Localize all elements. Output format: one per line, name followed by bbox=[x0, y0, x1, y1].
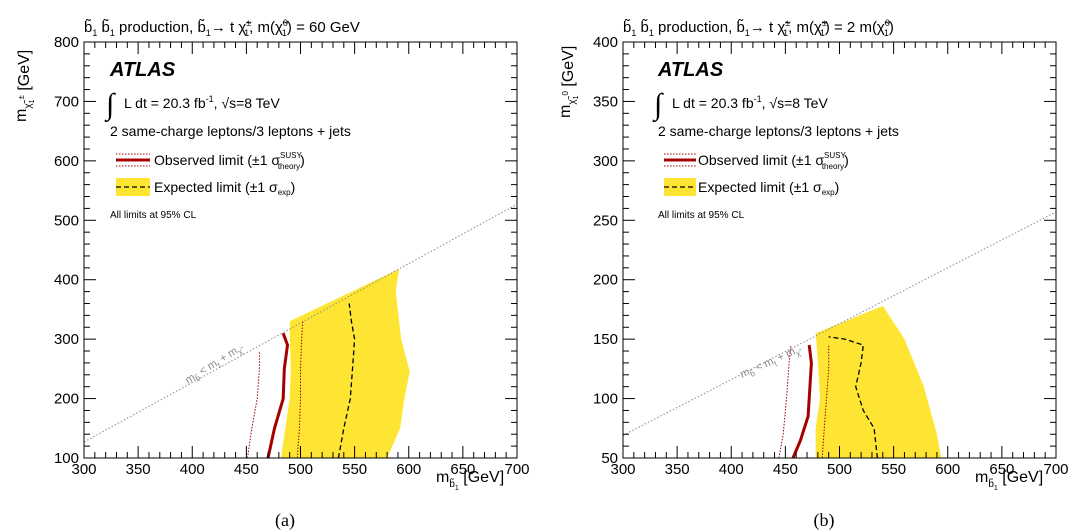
expected-band bbox=[815, 305, 942, 458]
panel-caption: (b) bbox=[814, 510, 835, 531]
x-tick-label: 550 bbox=[342, 461, 367, 478]
x-tick-label: 400 bbox=[180, 461, 205, 478]
legend-observed-label: Observed limit (±1 σSUSY theory) bbox=[154, 151, 305, 171]
y-tick-label: 400 bbox=[593, 34, 618, 51]
y-tick-label: 150 bbox=[593, 331, 618, 348]
observed-minus1sigma-line bbox=[247, 351, 260, 458]
chart-title: b̃1 b̃1 production, b̃1→ t χ̃± 1, m(χ̃± 1)… bbox=[623, 18, 894, 38]
y-tick-label: 100 bbox=[593, 391, 618, 408]
observed-plus1sigma-line bbox=[821, 345, 830, 458]
cl-note: All limits at 95% CL bbox=[658, 210, 745, 221]
expected-limit-line bbox=[828, 336, 879, 458]
experiment-label: ATLAS bbox=[657, 59, 724, 81]
selection-text: 2 same-charge leptons/3 leptons + jets bbox=[658, 123, 899, 139]
observed-minus1sigma-line bbox=[778, 345, 792, 458]
axis-ticks: 300 350 400 450 500 550 600 650 700 100 200 300 400 5… bbox=[54, 34, 530, 478]
legend-expected-label: Expected limit (±1 σexp) bbox=[154, 179, 295, 197]
y-tick-label: 700 bbox=[54, 93, 79, 110]
kinematic-limit-line bbox=[623, 211, 1056, 436]
x-tick-label: 450 bbox=[234, 461, 259, 478]
y-axis-label: mχ̃10 [GeV] bbox=[557, 46, 580, 118]
legend: Observed limit (±1 σSUSY theory) Expected… bbox=[116, 151, 305, 197]
y-tick-label: 300 bbox=[593, 153, 618, 170]
x-axis-label: mb̃1 [GeV] bbox=[975, 469, 1043, 492]
panel-caption: (a) bbox=[275, 510, 295, 531]
y-axis-label: mχ̃1± [GeV] bbox=[13, 50, 36, 122]
y-tick-label: 500 bbox=[54, 212, 79, 229]
x-tick-label: 600 bbox=[935, 461, 960, 478]
observed-plus1sigma-line bbox=[296, 321, 304, 458]
x-tick-label: 500 bbox=[288, 461, 313, 478]
x-tick-label: 350 bbox=[126, 461, 151, 478]
integral-sign: ∫ bbox=[652, 88, 664, 123]
x-tick-label: 450 bbox=[773, 461, 798, 478]
x-tick-label: 300 bbox=[71, 461, 96, 478]
y-tick-label: 50 bbox=[601, 450, 618, 467]
experiment-label: ATLAS bbox=[109, 59, 176, 81]
expected-band bbox=[281, 269, 410, 458]
y-tick-label: 250 bbox=[593, 212, 618, 229]
x-tick-label: 650 bbox=[989, 461, 1014, 478]
panel-b: 300 350 400 450 500 550 600 650 700 50 100 150 200 25… bbox=[557, 18, 1069, 531]
legend-observed-label: Observed limit (±1 σSUSY theory) bbox=[698, 151, 849, 171]
y-tick-label: 350 bbox=[593, 93, 618, 110]
luminosity-text: L dt = 20.3 fb-1, √s=8 TeV bbox=[124, 94, 280, 111]
y-tick-label: 300 bbox=[54, 331, 79, 348]
y-tick-label: 200 bbox=[593, 272, 618, 289]
integral-sign: ∫ bbox=[104, 88, 116, 123]
chart-title: b̃1 b̃1 production, b̃1→ t χ̃± 1, m(χ̃0 1)… bbox=[84, 18, 360, 38]
legend-expected-label: Expected limit (±1 σexp) bbox=[698, 179, 839, 197]
observed-limit-line bbox=[791, 344, 813, 458]
y-tick-label: 100 bbox=[54, 450, 79, 467]
x-tick-label: 300 bbox=[610, 461, 635, 478]
observed-limit-line bbox=[266, 332, 290, 458]
x-tick-label: 600 bbox=[396, 461, 421, 478]
y-tick-label: 200 bbox=[54, 391, 79, 408]
cl-note: All limits at 95% CL bbox=[110, 210, 197, 221]
x-tick-label: 400 bbox=[719, 461, 744, 478]
legend: Observed limit (±1 σSUSY theory) Expected… bbox=[664, 151, 849, 197]
luminosity-text: L dt = 20.3 fb-1, √s=8 TeV bbox=[672, 94, 828, 111]
axis-ticks: 300 350 400 450 500 550 600 650 700 50 100 150 200 25… bbox=[593, 34, 1069, 478]
selection-text: 2 same-charge leptons/3 leptons + jets bbox=[110, 123, 351, 139]
x-axis-label: mb̃1 [GeV] bbox=[436, 469, 504, 492]
y-tick-label: 800 bbox=[54, 34, 79, 51]
expected-limit-line bbox=[337, 303, 356, 458]
x-tick-label: 350 bbox=[665, 461, 690, 478]
panel-a: 300 350 400 450 500 550 600 650 700 100 200 300 400 5… bbox=[13, 18, 530, 531]
y-tick-label: 600 bbox=[54, 153, 79, 170]
x-tick-label: 500 bbox=[827, 461, 852, 478]
x-tick-label: 700 bbox=[1043, 461, 1068, 478]
y-tick-label: 400 bbox=[54, 272, 79, 289]
x-tick-label: 550 bbox=[881, 461, 906, 478]
x-tick-label: 650 bbox=[450, 461, 475, 478]
x-tick-label: 700 bbox=[504, 461, 529, 478]
